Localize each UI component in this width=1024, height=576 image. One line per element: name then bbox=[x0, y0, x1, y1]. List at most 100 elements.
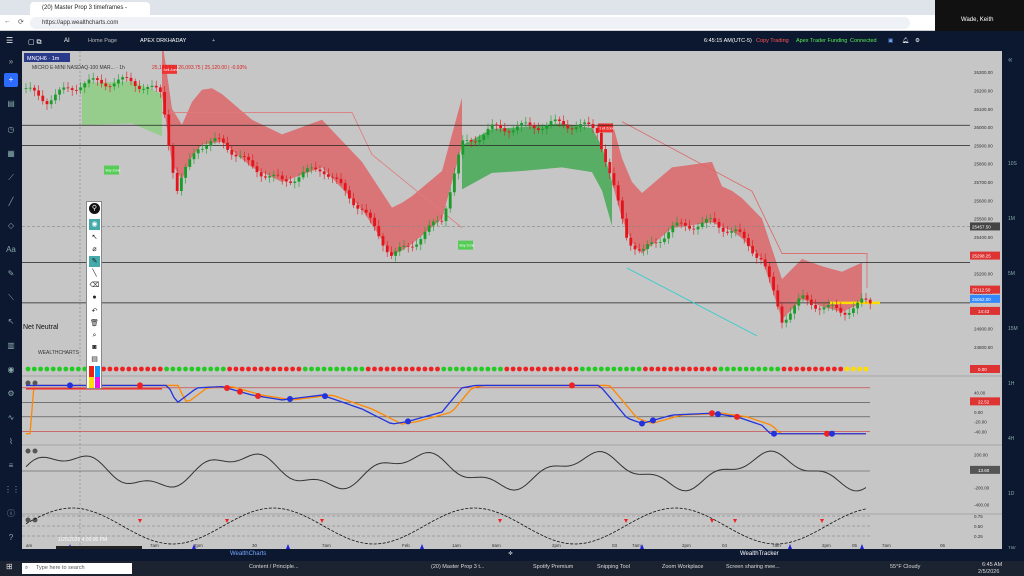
status-copy-trading[interactable]: Copy Trading bbox=[756, 38, 789, 44]
dot-icon[interactable]: ● bbox=[92, 294, 97, 301]
signal-dot bbox=[775, 366, 781, 372]
pencil-icon[interactable]: ✎ bbox=[7, 269, 15, 278]
candle-body bbox=[230, 149, 234, 155]
candle-body bbox=[167, 114, 171, 146]
line-tool-icon[interactable]: ╲ bbox=[92, 270, 97, 277]
magnet-icon[interactable]: ⌀ bbox=[92, 246, 97, 253]
signal-dot bbox=[346, 366, 352, 372]
candle-body bbox=[532, 124, 536, 129]
watchlist-icon[interactable]: ▤ bbox=[7, 99, 15, 108]
brush-icon[interactable]: ✎ bbox=[89, 256, 100, 267]
settings-icon[interactable]: ⚙ bbox=[915, 38, 920, 44]
save-icon[interactable]: ▣ bbox=[888, 38, 894, 44]
line-icon[interactable]: ╱ bbox=[8, 197, 14, 206]
browser-tab[interactable]: (20) Master Prop 3 timeframes - bbox=[30, 2, 150, 15]
cursor-icon[interactable]: ↖ bbox=[7, 317, 15, 326]
gear-icon[interactable]: ⚙ bbox=[7, 389, 15, 398]
layers-icon[interactable]: ≡ bbox=[8, 461, 14, 470]
wealthcharts-link[interactable]: WealthCharts bbox=[230, 551, 267, 557]
eye-toggle-icon[interactable]: ◉ bbox=[89, 219, 100, 230]
osc1-signal-dot bbox=[829, 430, 835, 437]
candle-body bbox=[238, 156, 242, 158]
timeframe-1d[interactable]: 1D bbox=[1008, 491, 1015, 497]
camera-icon[interactable]: ◙ bbox=[92, 344, 97, 351]
text-icon[interactable]: Aa bbox=[6, 245, 16, 254]
collapse-bottom-icon[interactable]: ≑ bbox=[508, 551, 514, 557]
taskbar-item[interactable]: (20) Master Prop 3 t... bbox=[431, 564, 485, 570]
candle-body bbox=[852, 308, 855, 314]
add-tab-icon[interactable]: + bbox=[212, 38, 216, 44]
timeframe-4h[interactable]: 4H bbox=[1008, 436, 1015, 442]
color-blue[interactable] bbox=[95, 366, 100, 377]
signal-dot bbox=[44, 366, 50, 372]
osc1-tick: -20.00 bbox=[974, 420, 987, 425]
color-yellow[interactable] bbox=[89, 377, 94, 388]
signal-dot bbox=[592, 366, 598, 372]
grid-icon[interactable]: ⋮⋮ bbox=[4, 485, 20, 494]
pin-icon[interactable]: ⚲ bbox=[89, 203, 100, 214]
candle-body bbox=[591, 124, 595, 129]
candle-body bbox=[658, 241, 662, 243]
candle-body bbox=[860, 298, 864, 303]
buy-arrow bbox=[640, 544, 644, 549]
bell-icon[interactable]: 🔔︎ bbox=[902, 38, 909, 44]
layout-icon[interactable]: ▢ ⧉ bbox=[28, 39, 42, 46]
help-icon[interactable]: ? bbox=[8, 533, 14, 542]
trash-icon[interactable]: 🗑︎ bbox=[90, 320, 99, 327]
taskbar-item[interactable]: Snipping Tool bbox=[597, 564, 630, 570]
candle-body bbox=[637, 249, 641, 251]
ai-icon[interactable]: AI bbox=[64, 38, 70, 44]
candle-body bbox=[213, 138, 217, 142]
taskbar-item[interactable]: Spotify Premium bbox=[533, 564, 574, 570]
status-apex[interactable]: Apex Trader Funding bbox=[796, 38, 848, 44]
calendar-icon[interactable]: ▦ bbox=[7, 149, 15, 158]
taskbar-item[interactable]: Content / Principle... bbox=[249, 564, 299, 570]
indicator-icon[interactable]: ▥ bbox=[7, 341, 15, 350]
back-icon[interactable]: ← bbox=[4, 18, 11, 25]
taskbar-item[interactable]: Zoom Workplace bbox=[662, 564, 704, 570]
expand-icon[interactable]: « bbox=[1008, 55, 1013, 64]
eye-icon[interactable]: ◉ bbox=[7, 365, 15, 374]
eraser-icon[interactable]: ⌫ bbox=[89, 282, 100, 289]
timeframe-10s[interactable]: 10S bbox=[1008, 161, 1017, 167]
clipboard-icon[interactable]: ▤ bbox=[91, 356, 98, 363]
undo-icon[interactable]: ↶ bbox=[91, 308, 98, 315]
time-tick: 06 bbox=[940, 543, 946, 548]
taskbar-item[interactable]: Screen sharing mee... bbox=[726, 564, 780, 570]
collapse-icon[interactable]: » bbox=[8, 57, 14, 66]
refresh-icon[interactable]: ⟳ bbox=[18, 19, 24, 26]
tab-home[interactable]: Home Page bbox=[88, 38, 118, 44]
url-input[interactable]: https://app.wealthcharts.com bbox=[30, 17, 910, 29]
trend-icon[interactable]: ⟋ bbox=[8, 173, 14, 182]
taskbar-search-input[interactable]: ⌕ Type here to search bbox=[22, 563, 132, 574]
zoom-icon[interactable]: ⌕ bbox=[92, 332, 97, 339]
color-red[interactable] bbox=[89, 366, 94, 377]
shapes-icon[interactable]: ◇ bbox=[7, 221, 15, 230]
signal-dot bbox=[132, 366, 138, 372]
pulse-icon[interactable]: ⌇ bbox=[9, 437, 13, 446]
weather[interactable]: 55°F Cloudy bbox=[890, 564, 921, 570]
clock-icon[interactable]: ◷ bbox=[7, 125, 15, 134]
timeframe-1h[interactable]: 1H bbox=[1008, 381, 1015, 387]
wave-icon[interactable]: ∿ bbox=[7, 413, 15, 422]
candle-body bbox=[390, 252, 393, 256]
color-magenta[interactable] bbox=[95, 377, 100, 388]
signal-dot bbox=[353, 366, 358, 372]
info-icon[interactable]: ⓘ bbox=[7, 509, 15, 518]
candle-body bbox=[196, 149, 200, 154]
candle-body bbox=[478, 139, 481, 143]
add-icon[interactable]: + bbox=[4, 73, 18, 87]
timeframe-5m[interactable]: 5M bbox=[1008, 271, 1015, 277]
timeframe-1m[interactable]: 1M bbox=[1008, 216, 1015, 222]
wealthtracker-link[interactable]: WealthTracker bbox=[740, 551, 779, 557]
timeframe-15m[interactable]: 15M bbox=[1008, 326, 1018, 332]
signal-dot bbox=[674, 366, 680, 372]
ruler-icon[interactable]: ⟍ bbox=[8, 293, 14, 302]
chart-area[interactable]: Buy Zone Buy Zone Sell Zone Sell Zone 26300… bbox=[22, 39, 1002, 555]
chart-canvas[interactable]: Buy Zone Buy Zone Sell Zone Sell Zone 26300… bbox=[22, 39, 1002, 555]
menu-icon[interactable]: ☰ bbox=[6, 36, 14, 45]
arrow-icon[interactable]: ↖ bbox=[91, 234, 98, 241]
time-tick: 2pm bbox=[194, 543, 203, 548]
windows-start-icon[interactable]: ⊞ bbox=[6, 562, 13, 571]
tab-apex[interactable]: APEX DRKHADAY bbox=[140, 38, 187, 44]
